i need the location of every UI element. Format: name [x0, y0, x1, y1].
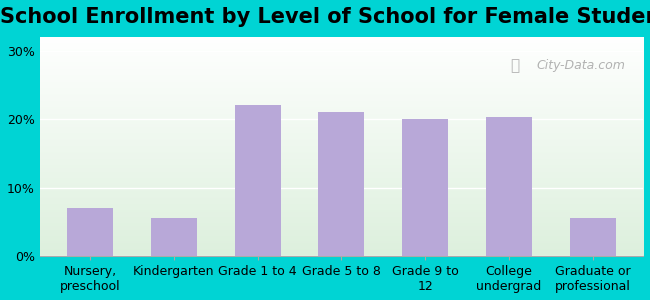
Text: City-Data.com: City-Data.com	[536, 59, 625, 72]
Title: School Enrollment by Level of School for Female Students: School Enrollment by Level of School for…	[0, 7, 650, 27]
Bar	[67, 208, 113, 256]
Text: ⓘ: ⓘ	[510, 58, 519, 73]
Bar	[486, 117, 532, 256]
Bar	[151, 218, 197, 256]
Bar	[235, 105, 281, 256]
Bar	[318, 112, 365, 256]
Bar	[402, 119, 448, 256]
Bar	[570, 218, 616, 256]
